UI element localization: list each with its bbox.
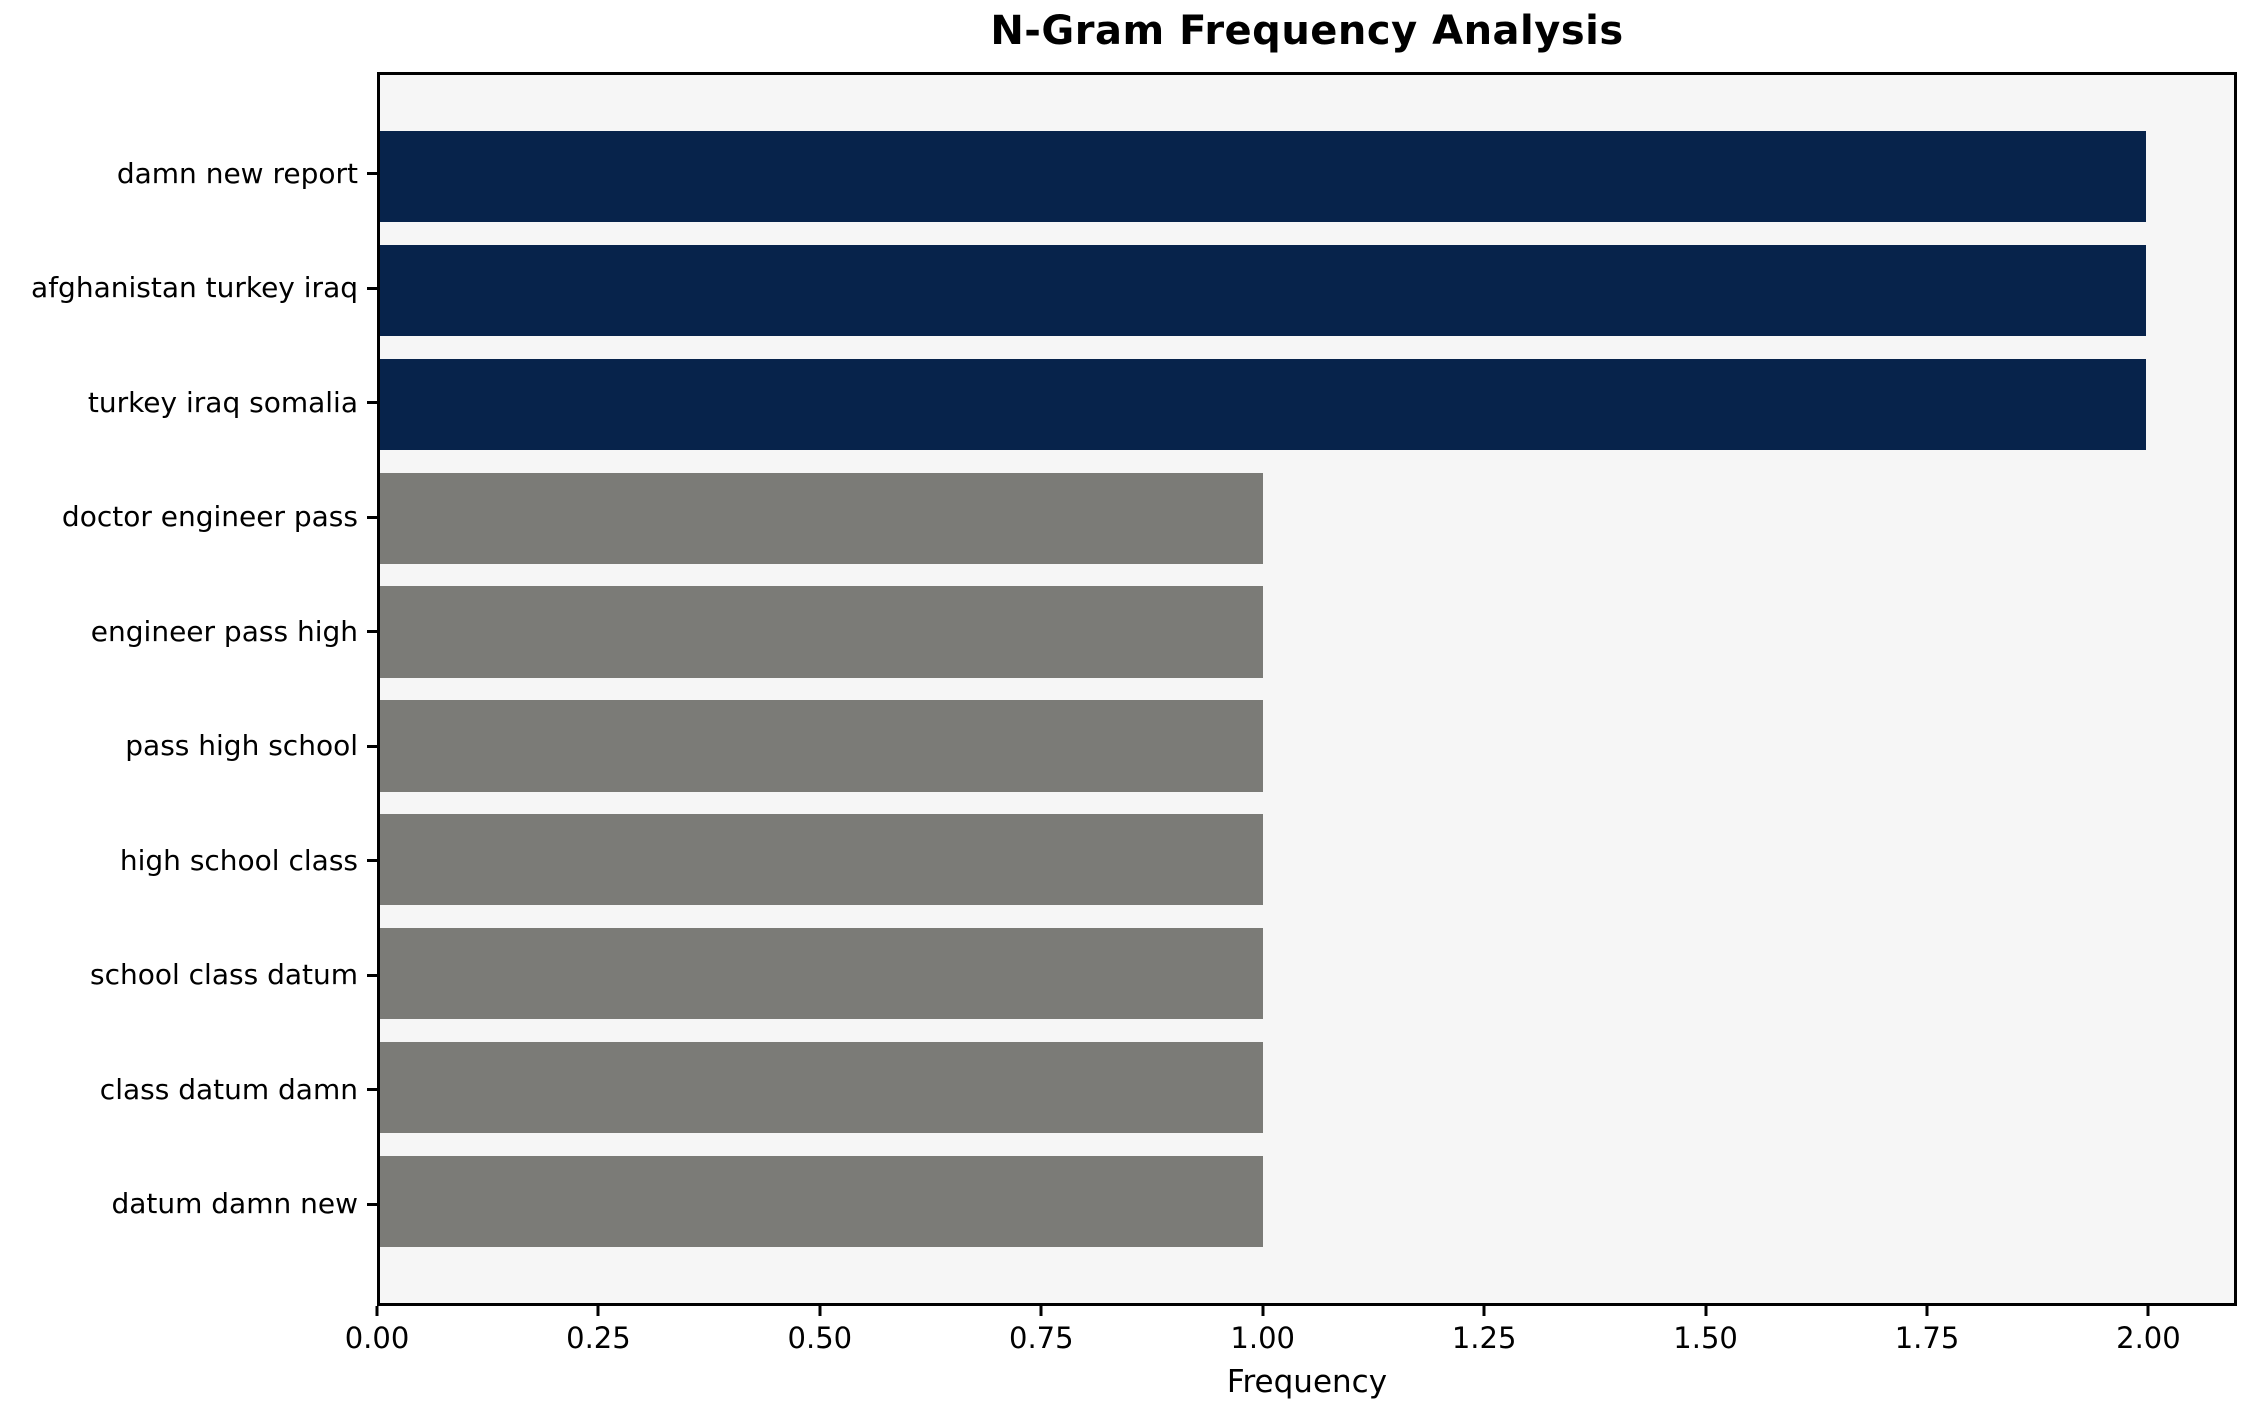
- y-tick-label: afghanistan turkey iraq: [31, 271, 358, 305]
- y-tick-mark: [367, 1202, 377, 1206]
- x-tick-label: 0.00: [344, 1321, 410, 1355]
- x-tick-label: 1.25: [1451, 1321, 1517, 1355]
- x-tick-mark: [375, 1306, 379, 1316]
- y-tick-mark: [367, 744, 377, 748]
- x-tick-mark: [2146, 1306, 2150, 1316]
- y-tick-label: datum damn new: [111, 1187, 358, 1221]
- x-axis-title: Frequency: [1226, 1364, 1388, 1400]
- x-tick-label: 1.50: [1673, 1321, 1738, 1355]
- y-tick-mark: [367, 286, 377, 290]
- x-tick-label: 2.00: [2116, 1321, 2181, 1355]
- y-tick-mark: [367, 630, 377, 634]
- y-tick-label: turkey iraq somalia: [87, 385, 358, 419]
- bar-pass-high-school: [380, 700, 1263, 792]
- chart-title: N-Gram Frequency Analysis: [990, 8, 1624, 54]
- x-tick-mark: [1039, 1306, 1043, 1316]
- x-tick-mark: [1482, 1306, 1486, 1316]
- y-tick-label: engineer pass high: [90, 614, 358, 648]
- x-tick-label: 1.75: [1894, 1321, 1960, 1355]
- x-tick-label: 0.25: [566, 1321, 631, 1355]
- bar-damn-new-report: [380, 130, 2146, 222]
- y-tick-mark: [367, 1088, 377, 1092]
- y-tick-mark: [367, 401, 377, 405]
- y-tick-mark: [367, 859, 377, 863]
- plot-area: [377, 72, 2237, 1306]
- x-tick-label: 0.50: [787, 1321, 853, 1355]
- x-tick-label: 0.75: [1008, 1321, 1074, 1355]
- y-tick-label: class datum damn: [99, 1072, 358, 1106]
- bar-school-class-datum: [380, 928, 1263, 1020]
- x-tick-mark: [596, 1306, 600, 1316]
- x-tick-mark: [1704, 1306, 1708, 1316]
- bar-high-school-class: [380, 814, 1263, 906]
- bar-afghanistan-turkey-iraq: [380, 244, 2146, 336]
- bar-doctor-engineer-pass: [380, 472, 1263, 564]
- y-tick-label: doctor engineer pass: [61, 500, 358, 534]
- y-tick-mark: [367, 973, 377, 977]
- x-tick-mark: [818, 1306, 822, 1316]
- bar-class-datum-damn: [380, 1042, 1263, 1134]
- y-tick-mark: [367, 515, 377, 519]
- x-tick-mark: [1925, 1306, 1929, 1316]
- y-tick-label: pass high school: [125, 729, 358, 763]
- y-tick-label: high school class: [119, 843, 358, 877]
- x-tick-label: 1.00: [1230, 1321, 1295, 1355]
- bar-datum-damn-new: [380, 1156, 1263, 1248]
- y-tick-label: damn new report: [116, 156, 358, 190]
- bar-turkey-iraq-somalia: [380, 358, 2146, 450]
- y-tick-label: school class datum: [89, 958, 358, 992]
- y-tick-mark: [367, 172, 377, 176]
- bar-engineer-pass-high: [380, 586, 1263, 678]
- x-tick-mark: [1261, 1306, 1265, 1316]
